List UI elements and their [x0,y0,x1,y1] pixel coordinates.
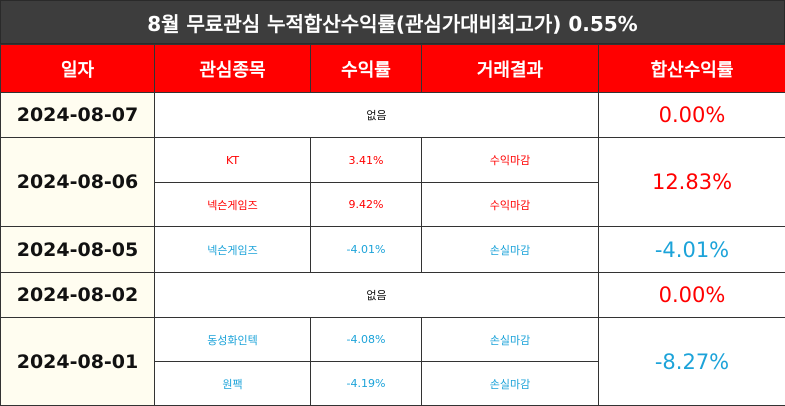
trade-result: 손실마감 [421,226,599,273]
no-trade-text: 없음 [154,92,599,138]
stock-rate: 3.41% [310,137,422,183]
header-stock: 관심종목 [154,44,311,93]
row-date: 2024-08-05 [0,226,155,273]
row-date: 2024-08-07 [0,92,155,138]
stock-rate: -4.08% [310,317,422,362]
row-total: 0.00% [598,272,785,318]
table-row: 원팩 -4.19% 손실마감 [1,361,785,406]
results-table: 일자 관심종목 수익률 거래결과 합산수익률 2024-08-07 없음 0.0… [0,44,785,406]
stock-rate: 9.42% [310,182,422,227]
trade-result: 수익마감 [421,137,599,183]
stock-name: KT [154,137,311,183]
row-date: 2024-08-01 [0,317,155,406]
stock-name: 동성화인텍 [154,317,311,362]
trade-result: 수익마감 [421,182,599,227]
stock-name: 원팩 [154,361,311,406]
row-total: -4.01% [598,226,785,273]
no-trade-text: 없음 [154,272,599,318]
row-date: 2024-08-02 [0,272,155,318]
stock-rate: -4.01% [310,226,422,273]
table-row: 2024-08-05 넥슨게임즈 -4.01% 손실마감 -4.01% [0,226,785,273]
row-date: 2024-08-06 [0,137,155,227]
table-row: 2024-08-07 없음 0.00% [0,92,785,138]
row-total: -8.27% [598,317,785,406]
row-total: 12.83% [598,137,785,227]
trade-result: 손실마감 [421,361,599,406]
stock-name: 넥슨게임즈 [154,226,311,273]
stock-name: 넥슨게임즈 [154,182,311,227]
table-row: 넥슨게임즈 9.42% 수익마감 [1,182,785,227]
stock-rate: -4.19% [310,361,422,406]
header-result: 거래결과 [421,44,599,93]
header-rate: 수익률 [310,44,422,93]
table-header-row: 일자 관심종목 수익률 거래결과 합산수익률 [0,44,785,93]
row-total: 0.00% [598,92,785,138]
trade-result: 손실마감 [421,317,599,362]
header-total: 합산수익률 [598,44,785,93]
table-row: 2024-08-06 KT 3.41% 수익마감 12.83% [0,137,785,227]
table-row: 2024-08-02 없음 0.00% [0,272,785,318]
page-title: 8월 무료관심 누적합산수익률(관심가대비최고가) 0.55% [0,0,785,44]
header-date: 일자 [0,44,155,93]
table-row: 2024-08-01 동성화인텍 -4.08% 손실마감 -8.27% [0,317,785,406]
